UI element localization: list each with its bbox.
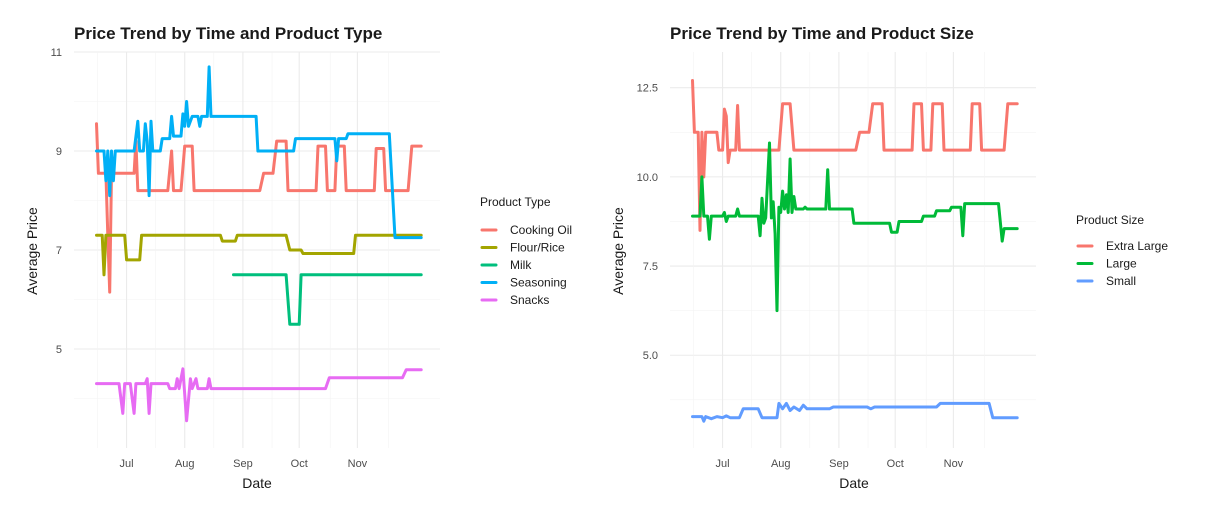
series-line-extra-large <box>691 79 1019 232</box>
x-tick-label: Oct <box>887 458 904 470</box>
y-tick-label: 7.5 <box>643 261 658 273</box>
chart-product-size: Price Trend by Time and Product Size 5.0… <box>610 24 1168 491</box>
x-tick-label: Nov <box>348 458 368 470</box>
x-tick-label: Sep <box>829 458 849 470</box>
series-line-large <box>691 141 1019 313</box>
series-line-flour-rice <box>95 233 423 277</box>
chart-title: Price Trend by Time and Product Type <box>74 24 382 43</box>
legend-label: Snacks <box>510 293 549 307</box>
series-lines <box>95 65 423 423</box>
x-axis-label: Date <box>242 475 272 491</box>
y-tick-label: 9 <box>56 146 62 158</box>
legend-label: Flour/Rice <box>510 241 565 255</box>
legend-title: Product Size <box>1076 213 1144 227</box>
x-tick-label: Aug <box>771 458 791 470</box>
x-tick-label: Oct <box>291 458 308 470</box>
x-axis-label: Date <box>839 475 869 491</box>
series-line-small <box>691 401 1019 423</box>
chart-title: Price Trend by Time and Product Size <box>670 24 974 43</box>
x-tick-label: Sep <box>233 458 253 470</box>
series-lines <box>691 79 1019 423</box>
legend-label: Cooking Oil <box>510 223 572 237</box>
y-tick-label: 5.0 <box>643 350 658 362</box>
y-tick-label: 5 <box>56 344 62 356</box>
y-tick-label: 12.5 <box>637 83 658 95</box>
tick-labels: 5 7 9 11 Jul Aug Sep Oct Nov <box>51 47 368 470</box>
y-tick-label: 10.0 <box>637 172 658 184</box>
series-line-snacks <box>95 367 423 423</box>
tick-labels: 5.0 7.5 10.0 12.5 Jul Aug Sep Oct Nov <box>637 83 964 470</box>
x-tick-label: Nov <box>944 458 964 470</box>
x-tick-label: Jul <box>716 458 730 470</box>
y-axis-label: Average Price <box>24 207 40 295</box>
legend-label: Extra Large <box>1106 239 1168 253</box>
series-line-milk <box>232 273 423 326</box>
gridlines <box>670 52 1036 448</box>
legend-label: Milk <box>510 258 532 272</box>
y-tick-label: 7 <box>56 245 62 257</box>
legend-product-size: Product Size Extra Large Large Small <box>1076 213 1168 288</box>
series-line-cooking-oil <box>95 122 423 294</box>
series-line-seasoning <box>95 65 423 240</box>
legend-label: Seasoning <box>510 276 567 290</box>
legend-label: Small <box>1106 274 1136 288</box>
legend-title: Product Type <box>480 195 551 209</box>
legend-label: Large <box>1106 257 1137 271</box>
y-axis-label: Average Price <box>610 207 626 295</box>
legend-product-type: Product Type Cooking Oil Flour/Rice Milk Se… <box>480 195 572 307</box>
y-tick-label: 11 <box>51 47 62 59</box>
x-tick-label: Jul <box>120 458 134 470</box>
chart-product-type: Price Trend by Time and Product Type 5 7 9… <box>24 24 572 491</box>
x-tick-label: Aug <box>175 458 195 470</box>
